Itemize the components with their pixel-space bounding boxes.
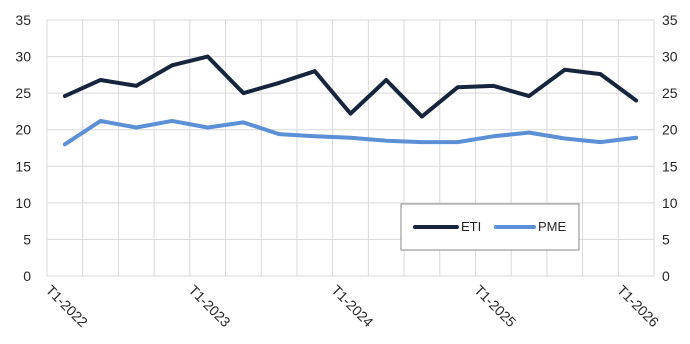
y-tick-label: 5 xyxy=(23,231,31,247)
y-tick-label: 30 xyxy=(15,49,31,65)
legend-label-pme: PME xyxy=(538,219,567,234)
right-y-axis: 0 5 10 15 20 25 30 35 xyxy=(662,12,678,284)
legend-label-eti: ETI xyxy=(461,219,481,234)
right-y-tick-label: 35 xyxy=(662,12,678,28)
y-tick-label: 20 xyxy=(15,122,31,138)
y-tick-label: 35 xyxy=(15,12,31,28)
right-y-tick-label: 20 xyxy=(662,122,678,138)
y-tick-label: 10 xyxy=(15,195,31,211)
y-tick-label: 0 xyxy=(23,268,31,284)
right-y-tick-label: 25 xyxy=(662,85,678,101)
y-tick-label: 15 xyxy=(15,158,31,174)
right-y-tick-label: 0 xyxy=(662,268,670,284)
y-tick-label: 25 xyxy=(15,85,31,101)
right-y-tick-label: 10 xyxy=(662,195,678,211)
legend: ETI PME xyxy=(400,203,580,251)
left-y-axis: 0 5 10 15 20 25 30 35 xyxy=(15,12,31,284)
right-y-tick-label: 5 xyxy=(662,231,670,247)
right-y-tick-label: 30 xyxy=(662,49,678,65)
right-y-tick-label: 15 xyxy=(662,158,678,174)
series-layer xyxy=(62,54,639,147)
